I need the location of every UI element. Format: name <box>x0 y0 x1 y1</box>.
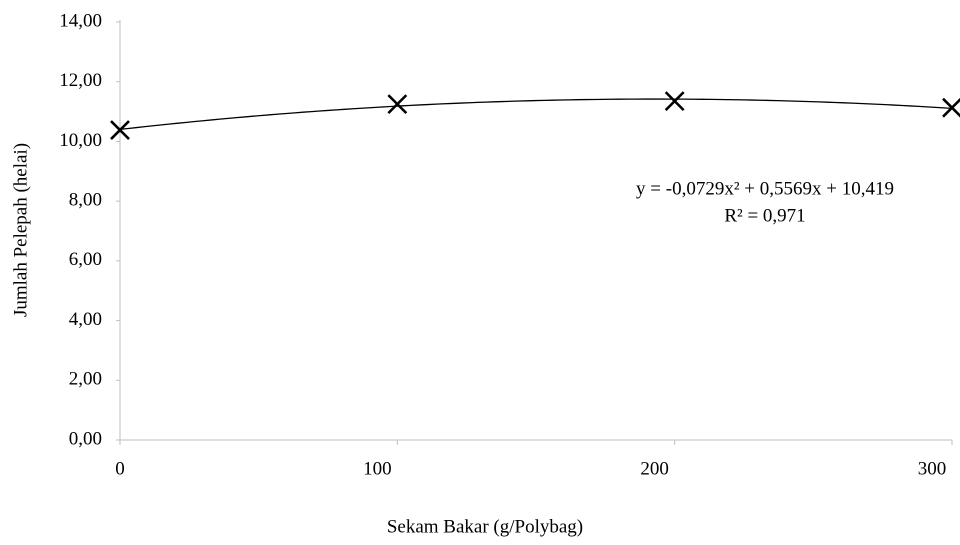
marker <box>942 97 960 118</box>
x-tick-label: 100 <box>363 458 392 479</box>
trendline-equation: y = -0,0729x² + 0,5569x + 10,419 <box>636 178 894 199</box>
x-tick-label: 300 <box>918 458 947 479</box>
y-tick-label: 12,00 <box>59 70 102 91</box>
y-tick-label: 14,00 <box>59 10 102 31</box>
trendline <box>119 98 953 131</box>
marker <box>110 120 130 141</box>
y-tick-label: 6,00 <box>69 249 102 270</box>
y-axis-label: Jumlah Pelepah (helai) <box>10 143 31 317</box>
x-axis-label: Sekam Bakar (g/Polybag) <box>387 516 583 537</box>
y-tick-label: 2,00 <box>69 369 102 390</box>
y-tick-label: 0,00 <box>69 428 102 449</box>
y-tick-label: 8,00 <box>69 190 102 211</box>
x-tick-label: 200 <box>640 458 669 479</box>
y-tick-label: 4,00 <box>69 309 102 330</box>
x-tick-label: 0 <box>115 458 125 479</box>
marker <box>387 94 408 115</box>
r-squared: R² = 0,971 <box>724 205 805 226</box>
y-tick-label: 10,00 <box>59 130 102 151</box>
marker <box>664 91 685 112</box>
